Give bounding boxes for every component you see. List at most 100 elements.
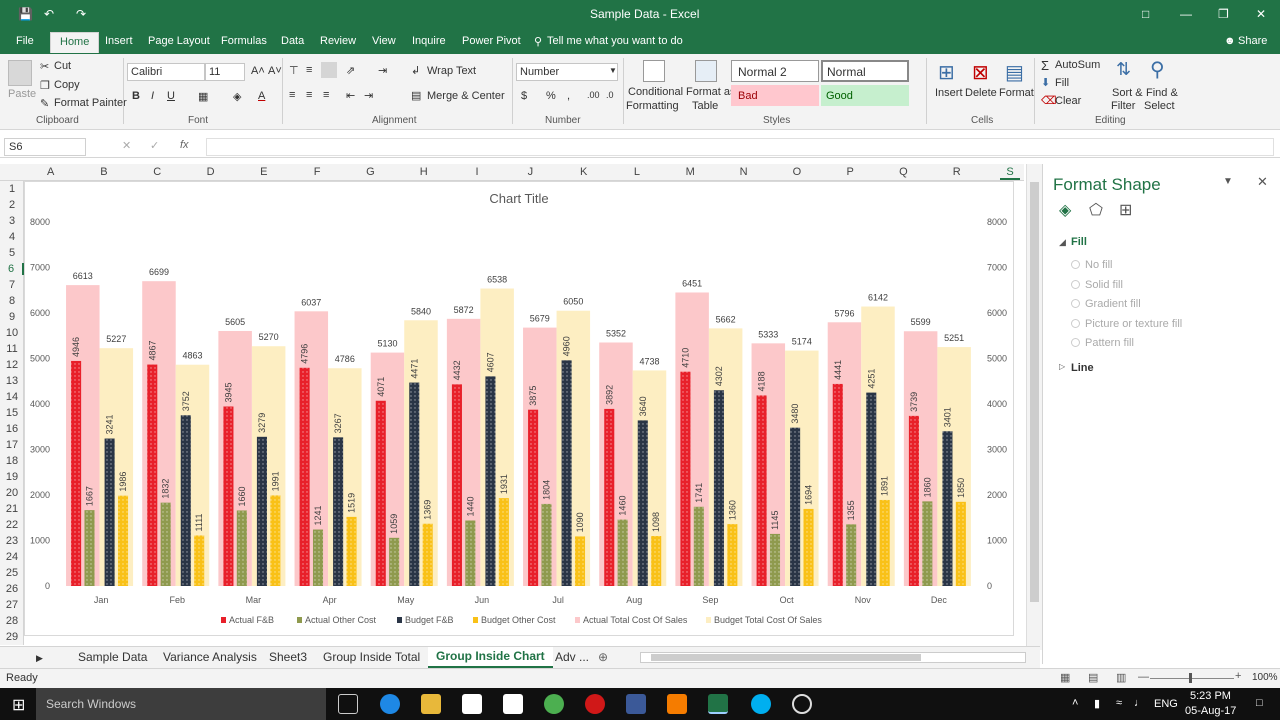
page-layout-view-icon[interactable]: ▤: [1088, 672, 1099, 684]
row-header-16[interactable]: 16: [5, 423, 19, 435]
clock-date[interactable]: 05-Aug-17: [1185, 705, 1237, 717]
tab-inquire[interactable]: Inquire: [412, 35, 446, 47]
share-button[interactable]: Share: [1238, 35, 1268, 47]
column-header-H[interactable]: H: [419, 166, 428, 178]
collapse-icon[interactable]: ◢: [1059, 237, 1066, 247]
row-header-2[interactable]: 2: [8, 199, 16, 211]
notifications-icon[interactable]: □: [1256, 697, 1263, 709]
row-header-26[interactable]: 26: [5, 583, 19, 595]
cut-button[interactable]: Cut: [54, 60, 72, 72]
pane-options-icon[interactable]: ▼: [1223, 176, 1233, 187]
page-break-view-icon[interactable]: ▥: [1116, 672, 1127, 684]
currency-button[interactable]: $: [521, 90, 528, 102]
radio-icon[interactable]: [1071, 299, 1080, 308]
row-header-29[interactable]: 29: [5, 631, 19, 643]
row-header-18[interactable]: 18: [5, 455, 19, 467]
scroll-thumb[interactable]: [1030, 182, 1039, 602]
row-header-10[interactable]: 10: [5, 327, 19, 339]
tab-page-layout[interactable]: Page Layout: [148, 35, 210, 47]
radio-icon[interactable]: [1071, 318, 1080, 328]
insert-cells-button[interactable]: Insert: [935, 87, 963, 99]
conditional-formatting-icon[interactable]: [643, 60, 665, 82]
app-icon[interactable]: [792, 694, 812, 714]
column-header-I[interactable]: I: [475, 166, 479, 178]
legend-label[interactable]: Budget Total Cost Of Sales: [714, 615, 822, 625]
edge-browser-icon[interactable]: [380, 694, 400, 714]
delete-cells-icon[interactable]: ⊠: [972, 62, 989, 84]
redo-icon[interactable]: ↷: [76, 7, 87, 21]
row-header-17[interactable]: 17: [5, 439, 19, 451]
search-box[interactable]: Search Windows: [36, 688, 326, 720]
column-header-A[interactable]: A: [46, 166, 55, 178]
sheet-tab-group-inside-chart[interactable]: Group Inside Chart: [428, 647, 553, 668]
chart-area[interactable]: Chart Title 0 1000 2000 3000 4000 5000 6000 700…: [24, 181, 1014, 636]
comma-button[interactable]: ,: [567, 90, 571, 102]
fill-option[interactable]: Gradient fill: [1085, 298, 1141, 310]
delete-cells-button[interactable]: Delete: [965, 87, 997, 99]
row-header-27[interactable]: 27: [5, 599, 19, 611]
row-header-13[interactable]: 13: [5, 375, 19, 387]
align-left-icon[interactable]: ≡: [289, 89, 296, 101]
insert-cells-icon[interactable]: ⊞: [938, 62, 955, 84]
increase-decimal-icon[interactable]: .00: [587, 90, 600, 100]
opera-icon[interactable]: [585, 694, 605, 714]
zoom-out-icon[interactable]: —: [1138, 671, 1149, 683]
volume-icon[interactable]: ♩: [1134, 697, 1145, 709]
battery-icon[interactable]: ▮: [1094, 698, 1101, 710]
increase-indent-icon[interactable]: ⇥: [364, 90, 374, 102]
format-cells-button[interactable]: Format: [999, 87, 1034, 99]
chrome-icon[interactable]: [544, 694, 564, 714]
normal-view-icon[interactable]: ▦: [1060, 672, 1071, 684]
sort-filter-icon[interactable]: ⇅: [1116, 59, 1132, 79]
tray-chevron-icon[interactable]: ˄: [1072, 697, 1079, 709]
fill-line-icon[interactable]: ◈: [1059, 202, 1072, 219]
column-header-E[interactable]: E: [260, 166, 268, 178]
bar-actual-total[interactable]: [142, 281, 176, 586]
row-header-28[interactable]: 28: [5, 615, 19, 627]
radio-icon[interactable]: [1071, 279, 1080, 289]
fill-button[interactable]: Fill: [1055, 77, 1070, 89]
format-cells-icon[interactable]: ▤: [1005, 62, 1024, 84]
row-header-15[interactable]: 15: [5, 407, 19, 419]
column-header-K[interactable]: K: [579, 166, 588, 178]
format-as-table-icon[interactable]: [695, 60, 717, 82]
sheet-tab-adv[interactable]: Adv ...: [555, 650, 590, 664]
clear-button[interactable]: Clear: [1055, 95, 1082, 107]
save-icon[interactable]: 💾: [18, 7, 33, 21]
column-header-J[interactable]: J: [527, 166, 534, 178]
tab-file[interactable]: File: [16, 35, 34, 47]
ribbon-options-icon[interactable]: □: [1142, 7, 1150, 21]
merge-center-button[interactable]: Merge & Center: [427, 90, 505, 102]
underline-button[interactable]: U: [167, 90, 175, 102]
align-center-icon[interactable]: ≡: [306, 89, 313, 101]
orientation-icon[interactable]: ⇗: [346, 65, 356, 77]
copy-button[interactable]: Copy: [54, 79, 80, 91]
wrap-text-button[interactable]: Wrap Text: [427, 65, 477, 77]
borders-icon[interactable]: ▦: [198, 91, 209, 103]
sheet-tab-sample-data[interactable]: Sample Data: [78, 650, 148, 664]
align-right-icon[interactable]: ≡: [323, 89, 330, 101]
horizontal-scrollbar[interactable]: [640, 652, 1026, 663]
column-header-F[interactable]: F: [313, 166, 321, 178]
font-size-select[interactable]: 11: [205, 63, 245, 81]
row-header-5[interactable]: 5: [8, 247, 16, 259]
align-middle-icon[interactable]: ≡: [306, 64, 313, 76]
legend-swatch[interactable]: [397, 617, 402, 623]
h-scroll-thumb[interactable]: [651, 654, 921, 661]
style-bad[interactable]: Bad: [731, 85, 819, 106]
fill-option[interactable]: Picture or texture fill: [1085, 317, 1183, 330]
fill-section-header[interactable]: Fill: [1071, 236, 1087, 248]
store-icon[interactable]: [462, 694, 482, 714]
vertical-scrollbar[interactable]: [1026, 164, 1042, 650]
column-header-O[interactable]: O: [792, 166, 802, 178]
percent-button[interactable]: %: [546, 90, 556, 102]
row-header-20[interactable]: 20: [5, 487, 19, 499]
wifi-icon[interactable]: ≈: [1116, 697, 1123, 709]
radio-icon[interactable]: [1071, 338, 1080, 347]
confirm-icon[interactable]: ✓: [150, 140, 160, 152]
row-header-25[interactable]: 25: [5, 567, 19, 579]
fill-option[interactable]: No fill: [1085, 259, 1113, 271]
column-header-L[interactable]: L: [633, 166, 640, 178]
formula-input[interactable]: [206, 138, 1274, 156]
zoom-level[interactable]: 100%: [1252, 672, 1278, 683]
